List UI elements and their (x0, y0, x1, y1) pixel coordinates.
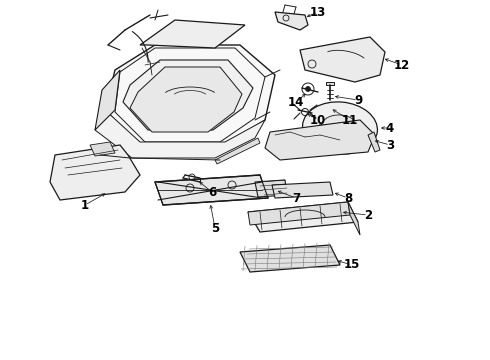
Text: 2: 2 (364, 208, 372, 221)
Polygon shape (95, 70, 120, 130)
Text: 10: 10 (310, 113, 326, 126)
Text: 14: 14 (288, 95, 304, 108)
Text: 4: 4 (386, 122, 394, 135)
Text: 6: 6 (208, 185, 216, 198)
Ellipse shape (321, 115, 359, 141)
Polygon shape (95, 155, 122, 164)
Polygon shape (50, 145, 140, 200)
Text: 7: 7 (292, 192, 300, 204)
Polygon shape (272, 182, 333, 198)
Polygon shape (140, 20, 245, 48)
Circle shape (305, 86, 311, 91)
Polygon shape (123, 60, 253, 130)
Polygon shape (265, 120, 375, 160)
Polygon shape (95, 110, 265, 158)
Polygon shape (90, 142, 115, 156)
Circle shape (335, 123, 345, 133)
Polygon shape (275, 12, 308, 30)
Text: 15: 15 (344, 258, 360, 271)
Text: 5: 5 (211, 221, 219, 234)
Polygon shape (215, 138, 260, 164)
Text: 9: 9 (354, 94, 362, 107)
Text: 12: 12 (394, 59, 410, 72)
Polygon shape (248, 202, 350, 225)
Polygon shape (240, 245, 340, 272)
Polygon shape (300, 37, 385, 82)
Text: 13: 13 (310, 5, 326, 18)
Polygon shape (155, 175, 268, 205)
Polygon shape (248, 202, 358, 232)
Polygon shape (368, 132, 380, 152)
Polygon shape (130, 67, 242, 132)
Text: 3: 3 (386, 139, 394, 152)
Ellipse shape (302, 102, 377, 154)
Text: 11: 11 (342, 113, 358, 126)
Polygon shape (326, 82, 334, 85)
Polygon shape (105, 45, 275, 145)
Polygon shape (255, 180, 287, 197)
Polygon shape (348, 202, 360, 235)
Text: 1: 1 (81, 198, 89, 212)
Text: 8: 8 (344, 192, 352, 204)
